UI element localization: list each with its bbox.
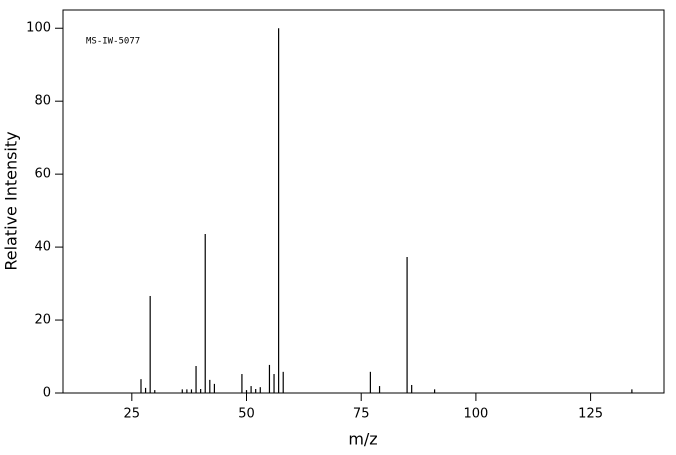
x-tick-label: 50: [238, 407, 255, 422]
y-tick-label: 40: [34, 240, 51, 255]
y-tick-label: 60: [34, 167, 51, 182]
y-tick-label: 20: [34, 313, 51, 328]
y-tick-label: 0: [43, 386, 51, 401]
y-axis-title: Relative Intensity: [2, 131, 21, 270]
y-tick-label: 80: [34, 94, 51, 109]
x-tick-label: 25: [124, 407, 141, 422]
y-tick-label: 100: [26, 21, 51, 36]
plot-frame: [62, 9, 665, 394]
x-tick-label: 100: [463, 407, 488, 422]
x-axis-title: m/z: [348, 430, 377, 449]
x-tick-label: 75: [353, 407, 370, 422]
chart-title: MS-IW-5077: [86, 37, 140, 47]
x-tick-label: 125: [578, 407, 603, 422]
